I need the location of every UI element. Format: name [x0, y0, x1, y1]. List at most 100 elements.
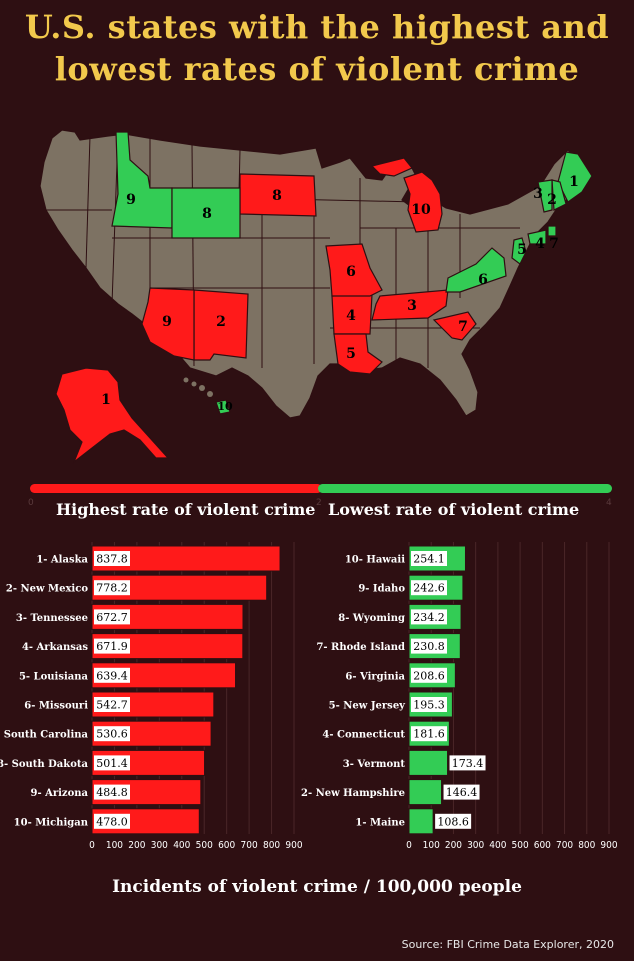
lowest-value-box: [411, 697, 447, 712]
lowest-value-label: 242.6: [413, 582, 445, 595]
bar-charts: 0 100 200 300 400 500 600 700 800 900 1- Alaska 837…: [0, 542, 618, 851]
lowest-value-label: 208.6: [413, 669, 445, 682]
lowest-x-tick-label: 800: [578, 840, 595, 851]
state-idaho: [111, 131, 173, 229]
lowest-category-label: 8- Wyoming: [338, 613, 405, 624]
rank-label-virginia: 6: [478, 272, 488, 288]
highest-x-tick-label: 700: [241, 840, 258, 851]
rank-label-tennessee: 3: [407, 298, 417, 314]
highest-value-label: 778.2: [96, 582, 128, 595]
title-line-2: lowest rates of violent crime: [54, 50, 580, 88]
rank-label-new-hampshire: 2: [547, 192, 557, 208]
highest-category-label: 6- Missouri: [24, 701, 88, 712]
lowest-category-label: 9- Idaho: [358, 584, 405, 595]
state-vermont: [537, 179, 553, 213]
lowest-value-label: 254.1: [413, 553, 445, 566]
rank-label-rhode-island: 7: [549, 236, 559, 252]
highest-value-label: 530.6: [96, 728, 128, 741]
state-rhode-island: [547, 225, 557, 237]
lowest-value-label: 173.4: [452, 757, 484, 770]
chart-title: U.S. states with the highest and lowest …: [0, 6, 634, 90]
lowest-value-label: 181.6: [413, 728, 445, 741]
highest-bar: [91, 633, 244, 660]
rank-label-south-dakota: 8: [272, 188, 282, 204]
highest-category-label: 7- South Carolina: [0, 730, 89, 741]
legend-lowest-label: Lowest rate of violent crime: [328, 500, 580, 519]
state-virginia: [445, 247, 507, 293]
highest-states: [55, 157, 477, 464]
lowest-value-label: 108.6: [437, 815, 469, 828]
highest-value-box: [94, 667, 130, 683]
rank-label-hawaii: 10: [217, 400, 233, 413]
rank-label-arizona: 9: [162, 314, 172, 330]
highest-x-tick-label: 600: [218, 840, 235, 851]
lowest-x-tick-label: 900: [600, 840, 617, 851]
state-new-hampshire: [551, 179, 567, 211]
highest-x-tick-label: 900: [285, 840, 302, 851]
lowest-value-box: [449, 755, 486, 771]
highest-value-label: 501.4: [96, 757, 128, 770]
highest-x-tick-label: 300: [151, 840, 168, 851]
lowest-category-label: 10- Hawaii: [345, 555, 405, 566]
lowest-category-label: 7- Rhode Island: [316, 642, 405, 653]
lowest-value-box: [411, 638, 447, 654]
state-new-jersey: [511, 237, 527, 265]
highest-x-tick-label: 100: [106, 840, 123, 851]
lowest-x-tick-label: 400: [489, 840, 506, 851]
lowest-category-label: 1- Maine: [355, 817, 405, 828]
lowest-value-box: [435, 813, 472, 829]
lowest-category-label: 6- Virginia: [345, 671, 405, 682]
title-line-1: U.S. states with the highest and: [24, 8, 610, 46]
highest-x-tick-label: 800: [263, 840, 280, 851]
rank-label-idaho: 9: [126, 192, 136, 208]
lowest-value-label: 146.4: [446, 786, 478, 799]
rank-label-missouri: 6: [346, 264, 356, 280]
lowest-value-label: 234.2: [413, 611, 445, 624]
legend-highest-label: Highest rate of violent crime: [56, 500, 316, 519]
highest-value-label: 837.8: [96, 553, 128, 566]
lowest-value-box: [411, 726, 447, 742]
highest-value-box: [94, 813, 130, 829]
highest-value-box: [94, 638, 130, 654]
highest-category-label: 5- Louisiana: [19, 671, 89, 682]
lowest-value-box: [411, 667, 447, 683]
rank-label-south-carolina: 7: [458, 319, 468, 335]
rank-label-new-jersey: 5: [517, 242, 527, 258]
rank-label-new-mexico: 2: [216, 314, 226, 330]
highest-x-tick-label: 200: [128, 840, 145, 851]
lowest-x-tick-label: 100: [423, 840, 440, 851]
highest-value-box: [94, 580, 130, 596]
legend-bar-red: [30, 484, 322, 493]
highest-value-label: 484.8: [96, 786, 128, 799]
us-map: 1 2 3 4 5 6 7 8 9 10 1 2 3 4 5 6 7 8 9 1…: [39, 129, 593, 464]
lowest-x-tick-label: 700: [556, 840, 573, 851]
state-wyoming: [171, 187, 241, 239]
lowest-bar: [408, 779, 443, 806]
highest-category-label: 2- New Mexico: [6, 584, 88, 595]
highest-value-label: 639.4: [96, 669, 128, 682]
lowest-bar: [408, 749, 449, 776]
rank-label-louisiana: 5: [346, 346, 356, 362]
lowest-category-label: 3- Vermont: [343, 759, 406, 770]
state-louisiana: [333, 333, 383, 375]
highest-value-box: [94, 551, 130, 566]
highest-category-label: 10- Michigan: [14, 817, 89, 828]
hawaii-islands: [183, 377, 213, 397]
rank-label-arkansas: 4: [346, 308, 356, 324]
highest-category-label: 1- Alaska: [36, 555, 88, 566]
highest-value-label: 672.7: [96, 611, 128, 624]
rank-label-maine: 1: [569, 174, 579, 190]
rank-label-connecticut: 4: [535, 236, 545, 252]
legend-tick-right: 4: [606, 498, 612, 508]
rank-label-vermont: 3: [533, 186, 543, 202]
map-rank-labels: 1 2 3 4 5 6 7 8 9 10 1 2 3 4 5 6 7 8 9 1…: [101, 174, 579, 413]
lowest-value-box: [443, 784, 480, 800]
highest-value-box: [94, 609, 130, 625]
lowest-states: [111, 131, 593, 415]
rank-label-wyoming: 8: [202, 206, 212, 222]
highest-value-box: [94, 755, 130, 771]
state-south-carolina: [432, 311, 477, 341]
legend-tick-left: 0: [28, 498, 34, 508]
highest-value-box: [94, 784, 130, 800]
source-note: Source: FBI Crime Data Explorer, 2020: [401, 938, 614, 951]
